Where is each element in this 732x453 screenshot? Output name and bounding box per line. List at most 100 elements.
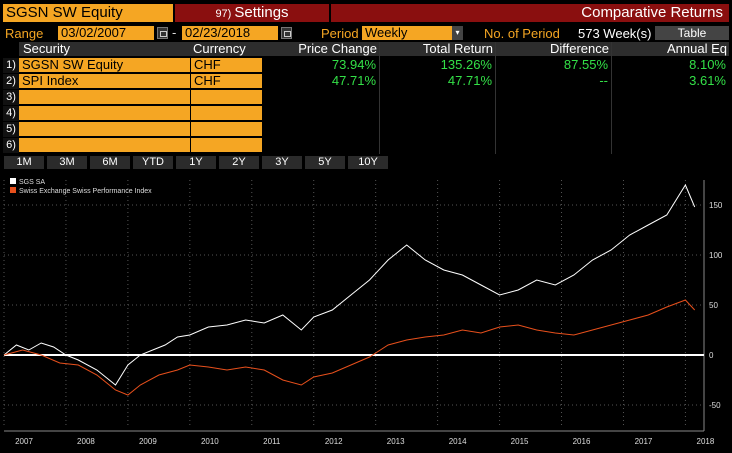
ticker-field[interactable]: SGSN SW Equity <box>3 4 173 22</box>
cell-annual-eq: 3.61% <box>689 73 726 88</box>
cell-difference: 87.55% <box>563 57 608 72</box>
cell-security[interactable]: SGSN SW Equity <box>19 58 190 72</box>
cell-total-return: 47.71% <box>447 73 492 88</box>
legend-swatch <box>10 187 16 193</box>
cell-total-return: 135.26% <box>440 57 492 72</box>
end-date-input[interactable]: 02/23/2018 <box>182 26 278 40</box>
period-label: Period <box>321 26 359 41</box>
header-price-change[interactable]: Price Change <box>263 42 379 56</box>
x-tick-label: 2018 <box>697 437 715 446</box>
header-currency[interactable]: Currency <box>191 42 263 56</box>
cell-total-return <box>379 90 494 104</box>
period-button-2y[interactable]: 2Y <box>219 156 259 169</box>
x-tick-label: 2010 <box>201 437 219 446</box>
period-button-5y[interactable]: 5Y <box>305 156 345 169</box>
row-number: 3) <box>3 90 19 105</box>
cell-security[interactable] <box>19 90 190 104</box>
cell-difference: -- <box>599 73 608 88</box>
legend-swatch <box>10 178 16 184</box>
period-button-10y[interactable]: 10Y <box>348 156 388 169</box>
x-tick-label: 2015 <box>511 437 529 446</box>
cell-price-change: 47.71% <box>331 73 376 88</box>
header-total-return[interactable]: Total Return <box>379 42 495 56</box>
period-button-3y[interactable]: 3Y <box>262 156 302 169</box>
header-annual-eq[interactable]: Annual Eq <box>611 42 729 56</box>
returns-table: Security Currency Price Change Total Ret… <box>3 42 729 154</box>
period-button-1m[interactable]: 1M <box>4 156 44 169</box>
header-difference[interactable]: Difference <box>495 42 611 56</box>
period-button-ytd[interactable]: YTD <box>133 156 173 169</box>
header-security[interactable]: Security <box>19 42 191 56</box>
row-number: 5) <box>3 122 19 137</box>
cell-difference <box>495 138 610 152</box>
y-tick-label: 100 <box>709 251 723 260</box>
column-divider <box>495 42 496 154</box>
period-button-6m[interactable]: 6M <box>90 156 130 169</box>
column-divider <box>611 42 612 154</box>
cell-security[interactable]: SPI Index <box>19 74 190 88</box>
series-line-spi <box>3 299 696 396</box>
row-number: 6) <box>3 138 19 153</box>
row-number: 2) <box>3 74 19 89</box>
cell-currency[interactable] <box>191 90 262 104</box>
y-tick-label: -50 <box>709 401 721 410</box>
cell-annual-eq <box>611 90 728 104</box>
start-date-input[interactable]: 03/02/2007 <box>58 26 154 40</box>
x-tick-label: 2016 <box>573 437 591 446</box>
returns-chart: 2007 2008 2009 2010 2011 2012 2013 2014 2015 2016… <box>3 178 723 446</box>
range-separator: - <box>172 25 177 40</box>
num-period-label: No. of Period <box>484 26 560 41</box>
cell-currency[interactable]: CHF <box>191 58 262 72</box>
cell-total-return <box>379 138 494 152</box>
cell-currency[interactable] <box>191 106 262 120</box>
period-button-3m[interactable]: 3M <box>47 156 87 169</box>
x-tick-label: 2008 <box>77 437 95 446</box>
calendar-icon[interactable] <box>157 27 168 39</box>
column-divider <box>379 42 380 154</box>
cell-annual-eq <box>611 122 728 136</box>
legend-label: SGS SA <box>19 179 45 186</box>
cell-difference <box>495 90 610 104</box>
cell-security[interactable] <box>19 138 190 152</box>
range-label: Range <box>5 26 44 41</box>
y-tick-label: 0 <box>709 351 714 360</box>
cell-security[interactable] <box>19 122 190 136</box>
x-tick-label: 2007 <box>15 437 33 446</box>
x-tick-label: 2012 <box>325 437 343 446</box>
x-tick-label: 2009 <box>139 437 157 446</box>
cell-difference <box>495 122 610 136</box>
cell-total-return <box>379 106 494 120</box>
cell-price-change <box>263 106 378 120</box>
cell-annual-eq <box>611 106 728 120</box>
cell-currency[interactable]: CHF <box>191 74 262 88</box>
cell-total-return <box>379 122 494 136</box>
series-line-sgs <box>3 183 696 386</box>
period-button-1y[interactable]: 1Y <box>176 156 216 169</box>
cell-annual-eq <box>611 138 728 152</box>
x-tick-label: 2017 <box>635 437 653 446</box>
period-select[interactable]: Weekly <box>362 26 452 40</box>
cell-price-change: 73.94% <box>331 57 376 72</box>
cell-price-change <box>263 122 378 136</box>
legend-label: Swiss Exchange Swiss Performance Index <box>19 188 152 195</box>
table-button[interactable]: Table <box>655 26 729 40</box>
cell-price-change <box>263 138 378 152</box>
x-tick-label: 2014 <box>449 437 467 446</box>
cell-price-change <box>263 90 378 104</box>
cell-security[interactable] <box>19 106 190 120</box>
settings-number: 97) <box>215 8 232 20</box>
cell-difference <box>495 106 610 120</box>
num-period-value[interactable]: 573 Week(s) <box>578 26 652 41</box>
x-tick-label: 2011 <box>263 437 281 446</box>
y-tick-label: 50 <box>709 301 718 310</box>
settings-button[interactable]: 97) Settings <box>175 4 329 22</box>
y-tick-label: 150 <box>709 201 723 210</box>
chevron-down-icon[interactable]: ▾ <box>452 26 463 40</box>
cell-annual-eq: 8.10% <box>689 57 726 72</box>
cell-currency[interactable] <box>191 138 262 152</box>
calendar-icon[interactable] <box>281 27 292 39</box>
settings-label: Settings <box>234 4 289 21</box>
x-tick-label: 2013 <box>387 437 405 446</box>
row-number: 4) <box>3 106 19 121</box>
cell-currency[interactable] <box>191 122 262 136</box>
